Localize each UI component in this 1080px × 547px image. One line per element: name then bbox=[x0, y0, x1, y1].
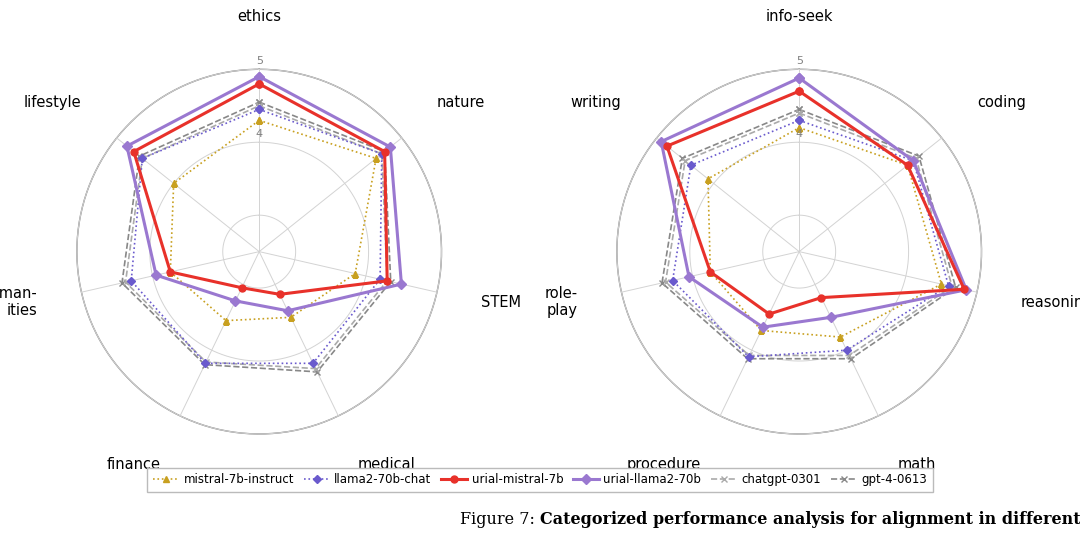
Text: Categorized performance analysis for alignment in different tasks and topics.: Categorized performance analysis for ali… bbox=[540, 511, 1080, 528]
Text: role-
play: role- play bbox=[544, 286, 578, 318]
Text: writing: writing bbox=[570, 95, 621, 110]
Text: procedure: procedure bbox=[626, 457, 701, 472]
Text: medical: medical bbox=[357, 457, 416, 472]
Text: finance: finance bbox=[107, 457, 161, 472]
Text: human-
ities: human- ities bbox=[0, 286, 38, 318]
Text: nature: nature bbox=[437, 95, 485, 110]
Text: 4: 4 bbox=[796, 129, 802, 138]
Text: Figure 7:: Figure 7: bbox=[460, 511, 540, 528]
Text: reasoning: reasoning bbox=[1021, 295, 1080, 310]
Text: STEM: STEM bbox=[481, 295, 521, 310]
Text: math: math bbox=[897, 457, 936, 472]
Text: ethics: ethics bbox=[238, 9, 281, 24]
Text: 5: 5 bbox=[256, 56, 262, 66]
Text: 5: 5 bbox=[796, 56, 802, 66]
Legend: mistral-7b-instruct, llama2-70b-chat, urial-mistral-7b, urial-llama2-70b, chatgp: mistral-7b-instruct, llama2-70b-chat, ur… bbox=[147, 468, 933, 492]
Text: coding: coding bbox=[977, 95, 1026, 110]
Text: info-seek: info-seek bbox=[766, 9, 833, 24]
Text: 4: 4 bbox=[256, 129, 262, 138]
Text: lifestyle: lifestyle bbox=[24, 95, 81, 110]
